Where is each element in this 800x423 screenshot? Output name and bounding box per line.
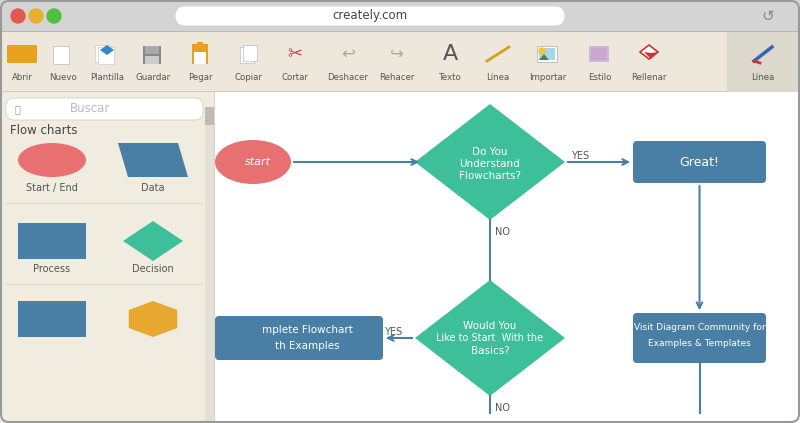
Text: YES: YES <box>384 327 402 337</box>
Bar <box>95 45 111 62</box>
Text: Copiar: Copiar <box>234 73 262 82</box>
Circle shape <box>11 9 25 23</box>
Text: Texto: Texto <box>438 73 462 82</box>
FancyBboxPatch shape <box>7 45 37 63</box>
Text: Cortar: Cortar <box>282 73 309 82</box>
Polygon shape <box>123 221 183 261</box>
Bar <box>194 52 206 64</box>
Bar <box>98 47 114 64</box>
Text: Do You: Do You <box>472 147 508 157</box>
Bar <box>145 56 159 64</box>
Text: Process: Process <box>34 264 70 274</box>
Text: Understand: Understand <box>460 159 520 169</box>
Ellipse shape <box>18 143 86 177</box>
Circle shape <box>29 9 43 23</box>
Bar <box>539 48 555 60</box>
FancyBboxPatch shape <box>633 141 766 183</box>
Text: Decision: Decision <box>132 264 174 274</box>
Text: ↺: ↺ <box>762 8 774 24</box>
Text: Flow charts: Flow charts <box>10 124 78 137</box>
FancyBboxPatch shape <box>633 313 766 363</box>
Text: ↪: ↪ <box>390 45 404 63</box>
Bar <box>240 47 254 63</box>
Text: mplete Flowchart: mplete Flowchart <box>262 325 353 335</box>
FancyBboxPatch shape <box>6 98 203 120</box>
Bar <box>215 92 800 423</box>
Text: Deshacer: Deshacer <box>327 73 369 82</box>
Bar <box>589 46 609 62</box>
Text: Data: Data <box>142 183 165 193</box>
Bar <box>18 223 86 259</box>
Text: YES: YES <box>571 151 589 161</box>
Text: Rellenar: Rellenar <box>631 73 666 82</box>
Bar <box>197 42 203 47</box>
Text: Abrir: Abrir <box>12 73 32 82</box>
Text: Great!: Great! <box>679 156 719 168</box>
Text: creately.com: creately.com <box>333 9 407 22</box>
Text: start: start <box>245 157 271 167</box>
Bar <box>537 46 557 62</box>
Polygon shape <box>118 143 188 177</box>
Bar <box>6 284 203 285</box>
Bar <box>0 32 800 92</box>
Bar <box>53 46 69 64</box>
Polygon shape <box>129 301 178 337</box>
Bar <box>0 31 800 32</box>
Text: Start / End: Start / End <box>26 183 78 193</box>
FancyBboxPatch shape <box>215 316 383 360</box>
Text: 🔍: 🔍 <box>14 104 20 114</box>
Bar <box>6 203 203 204</box>
Text: Examples & Templates: Examples & Templates <box>648 338 751 348</box>
Circle shape <box>47 9 61 23</box>
Bar <box>143 46 161 64</box>
Bar <box>727 32 800 92</box>
Polygon shape <box>100 45 114 55</box>
Bar <box>18 301 86 337</box>
Polygon shape <box>640 45 658 59</box>
Text: Basics?: Basics? <box>470 346 510 356</box>
Bar <box>205 107 214 423</box>
Bar <box>591 48 607 60</box>
Bar <box>0 91 800 92</box>
Text: Importar: Importar <box>530 73 566 82</box>
Circle shape <box>539 48 545 54</box>
Text: Buscar: Buscar <box>70 102 110 115</box>
Polygon shape <box>539 54 549 60</box>
Text: Línea: Línea <box>486 73 510 82</box>
Text: Would You: Would You <box>463 321 517 331</box>
Bar <box>214 92 215 423</box>
Text: th Examples: th Examples <box>274 341 339 351</box>
Text: Flowcharts?: Flowcharts? <box>459 171 521 181</box>
Text: Plantilla: Plantilla <box>90 73 124 82</box>
Bar <box>145 46 159 54</box>
Polygon shape <box>415 280 565 396</box>
Text: ✂: ✂ <box>287 45 302 63</box>
Text: A: A <box>442 44 458 64</box>
Polygon shape <box>415 104 565 220</box>
Text: Estilo: Estilo <box>588 73 612 82</box>
Text: ↩: ↩ <box>341 45 355 63</box>
Text: Visit Diagram Community for: Visit Diagram Community for <box>634 324 766 332</box>
Text: Rehacer: Rehacer <box>379 73 414 82</box>
FancyBboxPatch shape <box>175 6 565 26</box>
Bar <box>205 107 214 125</box>
Text: Guardar: Guardar <box>135 73 170 82</box>
Bar <box>0 0 800 32</box>
Bar <box>0 92 215 423</box>
Text: Línea: Línea <box>751 73 774 82</box>
Polygon shape <box>644 52 658 59</box>
Ellipse shape <box>215 140 291 184</box>
Text: NO: NO <box>495 403 510 413</box>
Bar <box>192 44 208 64</box>
Bar <box>243 45 257 61</box>
Text: Like to Start  With the: Like to Start With the <box>437 333 543 343</box>
Text: Nuevo: Nuevo <box>49 73 77 82</box>
Text: Pegar: Pegar <box>188 73 212 82</box>
Text: NO: NO <box>495 227 510 237</box>
